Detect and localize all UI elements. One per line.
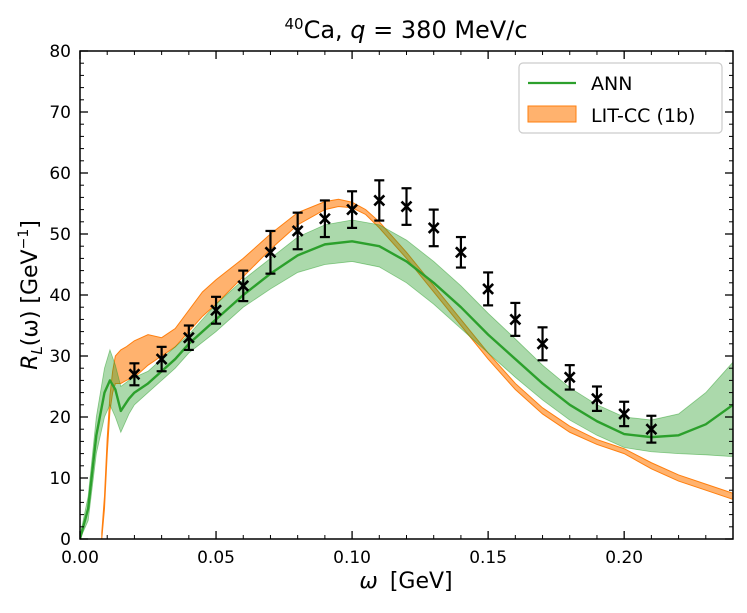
data-points-layer	[128, 179, 658, 444]
y-tick-label: 20	[49, 408, 71, 428]
data-point	[373, 179, 386, 222]
x-marker	[346, 203, 359, 216]
title-superscript: 40	[284, 15, 303, 33]
y-tick-label: 80	[49, 42, 71, 62]
x-marker	[427, 221, 440, 234]
x-tick-label: 0.20	[605, 548, 643, 568]
data-point	[563, 364, 576, 391]
data-point	[591, 385, 603, 412]
ticks-layer: 0.00 0.05 0.10 0.15 0.20 0 10 20 30 40 50 60 70 80	[49, 42, 734, 568]
x-marker	[264, 246, 277, 259]
x-marker	[237, 279, 250, 292]
legend-litcc-label: LIT-CC (1b)	[591, 105, 695, 127]
data-point	[264, 229, 277, 275]
x-marker	[618, 408, 631, 420]
x-marker	[563, 371, 576, 384]
y-tick-label: 0	[60, 530, 71, 550]
data-point	[237, 269, 250, 303]
y-tick-label: 40	[49, 286, 71, 306]
title-momentum: = 380 MeV/c	[366, 16, 528, 44]
y-tick-label: 30	[49, 347, 71, 367]
title-element: Ca,	[304, 16, 351, 44]
data-point	[400, 187, 413, 226]
x-marker	[400, 200, 413, 213]
x-marker	[591, 392, 603, 405]
x-tick-label: 0.00	[61, 548, 99, 568]
bands-layer	[80, 198, 733, 539]
data-point	[454, 235, 467, 269]
x-marker	[182, 331, 195, 344]
x-marker	[291, 225, 304, 237]
data-point	[482, 271, 495, 307]
title-q-symbol: q	[350, 16, 365, 44]
lines-layer	[80, 240, 733, 539]
data-point	[645, 414, 658, 444]
x-marker	[509, 313, 522, 326]
x-tick-label: 0.05	[197, 548, 235, 568]
data-point	[346, 190, 359, 229]
x-axis-unit: [GeV]	[390, 569, 453, 594]
ann-line	[80, 240, 733, 539]
legend: ANN LIT-CC (1b)	[518, 62, 723, 134]
data-point	[291, 211, 304, 251]
data-point	[536, 326, 549, 362]
chart-title: 40Ca, q = 380 MeV/c	[284, 15, 527, 44]
y-axis-symbol: R	[18, 355, 43, 370]
legend-litcc-swatch	[527, 105, 577, 123]
x-marker	[128, 368, 141, 381]
x-marker	[318, 212, 331, 225]
x-marker	[155, 353, 168, 365]
x-axis-symbol: ω	[359, 569, 377, 594]
y-axis-superscript: −1	[16, 229, 32, 250]
x-marker	[373, 194, 386, 207]
y-tick-label: 60	[49, 164, 71, 184]
data-point	[182, 324, 195, 351]
y-axis-label: RL(ω) [GeV−1]	[16, 220, 46, 370]
y-tick-label: 70	[49, 103, 71, 123]
data-point	[210, 295, 222, 325]
x-tick-label: 0.10	[333, 548, 371, 568]
ann-band	[80, 219, 733, 539]
y-axis-close: ]	[18, 220, 43, 229]
data-point	[427, 208, 440, 248]
data-point	[155, 345, 168, 373]
data-point	[318, 199, 331, 239]
y-axis-subscript: L	[28, 346, 46, 354]
data-point	[509, 301, 522, 337]
legend-ann-label: ANN	[591, 73, 632, 95]
data-point	[128, 362, 141, 387]
x-tick-label: 0.15	[469, 548, 507, 568]
y-tick-label: 50	[49, 225, 71, 245]
x-marker	[482, 282, 495, 295]
x-marker	[454, 246, 467, 259]
x-marker	[536, 337, 549, 350]
y-axis-argument: (ω) [GeV	[18, 249, 43, 346]
data-point	[618, 400, 631, 428]
x-axis-label: ω [GeV]	[359, 569, 452, 594]
x-marker	[645, 423, 658, 436]
x-marker	[210, 304, 222, 317]
y-tick-label: 10	[49, 469, 71, 489]
